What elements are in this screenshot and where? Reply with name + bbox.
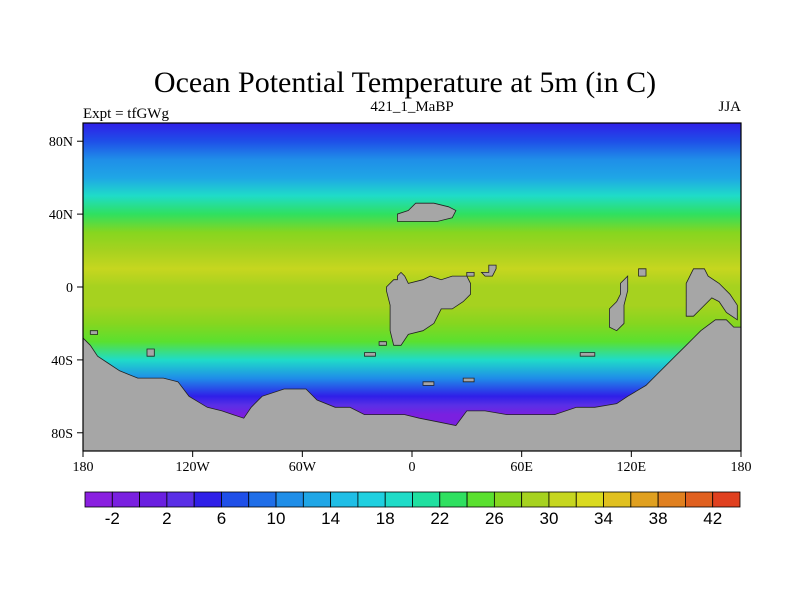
colorbar-label: 26 bbox=[485, 509, 504, 528]
colorbar-swatch bbox=[439, 491, 468, 508]
colorbar-swatch bbox=[84, 491, 113, 508]
x-tick-label: 180 bbox=[731, 460, 752, 475]
land-mass bbox=[638, 268, 647, 277]
colorbar-label: 6 bbox=[217, 509, 226, 528]
center-subtitle: 421_1_MaBP bbox=[370, 99, 453, 115]
y-tick-label: 40N bbox=[49, 208, 73, 223]
x-tick-label: 60E bbox=[510, 460, 533, 475]
colorbar-swatch bbox=[357, 491, 386, 508]
colorbar-swatch bbox=[466, 491, 495, 508]
land-mass bbox=[385, 271, 471, 346]
colorbar-swatch bbox=[548, 491, 577, 508]
land-mass bbox=[364, 352, 376, 357]
colorbar-label: 2 bbox=[162, 509, 171, 528]
colorbar-label: 18 bbox=[376, 509, 395, 528]
land-mass bbox=[146, 348, 155, 357]
land-mass bbox=[396, 202, 457, 222]
colorbar-swatch bbox=[630, 491, 659, 508]
colorbar-swatch bbox=[221, 491, 250, 508]
colorbar-label: 42 bbox=[703, 509, 722, 528]
colorbar-swatch bbox=[712, 491, 741, 508]
x-axis: 180 120W 60W 0 60E 120E 180 bbox=[73, 451, 752, 475]
colorbar-swatch bbox=[330, 491, 359, 508]
land-mass bbox=[378, 341, 387, 346]
colorbar-label: 34 bbox=[594, 509, 613, 528]
colorbar-swatch bbox=[657, 491, 686, 508]
y-tick-label: 0 bbox=[66, 281, 73, 296]
y-axis: 80N 40N 0 40S 80S bbox=[49, 135, 83, 442]
land-mass bbox=[579, 352, 596, 357]
x-tick-label: 120W bbox=[176, 460, 211, 475]
x-tick-label: 120E bbox=[617, 460, 647, 475]
land-mass bbox=[89, 330, 98, 335]
colorbar-swatch bbox=[685, 491, 714, 508]
land-mass bbox=[466, 271, 475, 277]
colorbar-swatch bbox=[575, 491, 604, 508]
land-mass bbox=[480, 264, 497, 277]
colorbar-swatch bbox=[521, 491, 550, 508]
x-tick-label: 180 bbox=[73, 460, 94, 475]
colorbar-label: 14 bbox=[321, 509, 340, 528]
colorbar: -2 2 6 10 14 18 22 26 30 34 38 42 bbox=[84, 491, 741, 528]
land-layer bbox=[83, 202, 741, 451]
colorbar-swatch bbox=[275, 491, 304, 508]
colorbar-label: 30 bbox=[540, 509, 559, 528]
y-tick-label: 80N bbox=[49, 135, 73, 150]
colorbar-swatch bbox=[248, 491, 277, 508]
chart-title: Ocean Potential Temperature at 5m (in C) bbox=[154, 66, 656, 99]
colorbar-swatch bbox=[493, 491, 523, 508]
land-mass bbox=[609, 275, 629, 332]
land-mass bbox=[422, 381, 435, 386]
colorbar-label: 38 bbox=[649, 509, 668, 528]
colorbar-swatch bbox=[139, 491, 168, 508]
y-tick-label: 40S bbox=[51, 354, 73, 369]
colorbar-swatch bbox=[412, 491, 441, 508]
land-mass bbox=[685, 268, 738, 321]
land-mass bbox=[83, 319, 741, 451]
colorbar-label: -2 bbox=[105, 509, 120, 528]
colorbar-label: 22 bbox=[430, 509, 449, 528]
map-plot-area bbox=[83, 123, 741, 451]
colorbar-swatch bbox=[603, 491, 632, 508]
colorbar-swatch bbox=[302, 491, 332, 508]
y-tick-label: 80S bbox=[51, 427, 73, 442]
x-tick-label: 60W bbox=[289, 460, 317, 475]
left-subtitle: Expt = tfGWg bbox=[83, 106, 169, 122]
right-subtitle: JJA bbox=[718, 99, 741, 115]
colorbar-swatch bbox=[193, 491, 222, 508]
colorbar-swatch bbox=[111, 491, 140, 508]
colorbar-swatch bbox=[166, 491, 195, 508]
land-mass bbox=[462, 377, 475, 383]
colorbar-swatch bbox=[384, 491, 413, 508]
x-tick-label: 0 bbox=[409, 460, 416, 475]
colorbar-label: 10 bbox=[267, 509, 286, 528]
